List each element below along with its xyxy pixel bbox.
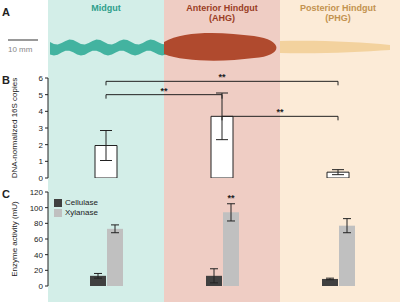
svg-text:**: ** <box>160 86 168 96</box>
svg-text:80: 80 <box>34 219 43 228</box>
svg-text:**: ** <box>218 72 226 82</box>
svg-text:40: 40 <box>34 251 43 260</box>
svg-text:100: 100 <box>30 204 44 213</box>
svg-text:DNA-normalized 16S copies: DNA-normalized 16S copies <box>10 78 19 179</box>
svg-text:120: 120 <box>30 188 44 197</box>
svg-text:10 mm: 10 mm <box>8 45 33 54</box>
svg-text:20: 20 <box>34 266 43 275</box>
svg-text:**: ** <box>227 193 235 203</box>
svg-text:B: B <box>8 74 10 86</box>
svg-text:2: 2 <box>39 141 44 150</box>
html-text:Midgut: Midgut <box>91 3 121 13</box>
svg-text:**: ** <box>276 107 284 117</box>
svg-text:3: 3 <box>39 124 44 133</box>
html-text:Anterior Hindgut (AHG): Anterior Hindgut (AHG) <box>186 3 258 23</box>
html-text:Xylanase: Xylanase <box>65 208 98 217</box>
svg-text:6: 6 <box>39 74 44 83</box>
svg-text:5: 5 <box>39 91 44 100</box>
svg-text:0: 0 <box>39 282 44 291</box>
svg-text:A: A <box>8 6 10 18</box>
svg-text:60: 60 <box>34 235 43 244</box>
svg-text:4: 4 <box>39 107 44 116</box>
svg-text:1: 1 <box>39 157 44 166</box>
html-text:Posterior Hindgut (PHG): Posterior Hindgut (PHG) <box>300 3 376 23</box>
svg-text:C: C <box>8 188 10 200</box>
svg-text:Enzyme activity (mU): Enzyme activity (mU) <box>10 201 19 277</box>
svg-text:0: 0 <box>39 174 44 182</box>
html-text:Cellulase: Cellulase <box>65 198 98 207</box>
